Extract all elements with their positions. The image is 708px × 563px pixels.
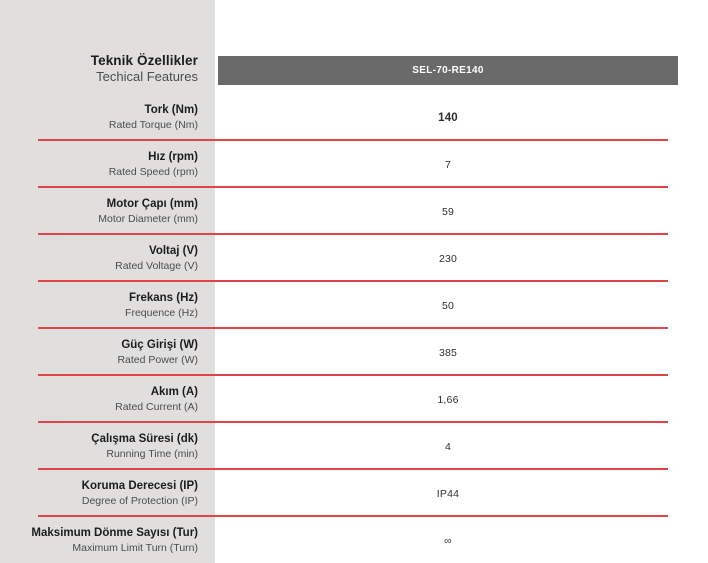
row-divider <box>38 515 668 517</box>
spec-label-english: Motor Diameter (mm) <box>98 213 198 225</box>
spec-label-turkish: Akım (A) <box>150 386 198 398</box>
spec-label-turkish: Tork (Nm) <box>144 104 198 116</box>
spec-row: Tork (Nm) Rated Torque (Nm) 140 <box>0 94 708 141</box>
row-divider <box>38 139 668 141</box>
spec-label-english: Rated Speed (rpm) <box>108 166 198 178</box>
model-header-bar: SEL-70-RE140 <box>218 56 678 85</box>
spec-row: Güç Girişi (W) Rated Power (W) 385 <box>0 329 708 376</box>
spec-label-english: Frequence (Hz) <box>125 307 198 319</box>
spec-label-english: Degree of Protection (IP) <box>81 495 198 507</box>
spec-label: Tork (Nm) Rated Torque (Nm) <box>0 94 198 141</box>
spec-label-turkish: Voltaj (V) <box>149 245 198 257</box>
spec-label-english: Rated Torque (Nm) <box>108 119 198 131</box>
spec-label-turkish: Maksimum Dönme Sayısı (Tur) <box>31 527 198 539</box>
spec-label: Motor Çapı (mm) Motor Diameter (mm) <box>0 188 198 235</box>
spec-label: Hız (rpm) Rated Speed (rpm) <box>0 141 198 188</box>
title-turkish: Teknik Özellikler <box>90 53 198 68</box>
spec-label-english: Running Time (min) <box>106 448 198 460</box>
spec-value: 50 <box>441 299 455 312</box>
spec-label: Voltaj (V) Rated Voltage (V) <box>0 235 198 282</box>
spec-label-turkish: Hız (rpm) <box>148 151 198 163</box>
row-divider <box>38 186 668 188</box>
spec-label: Çalışma Süresi (dk) Running Time (min) <box>0 423 198 470</box>
spec-row: Çalışma Süresi (dk) Running Time (min) 4 <box>0 423 708 470</box>
spec-value: 140 <box>438 111 458 124</box>
spec-value: 59 <box>441 205 455 218</box>
spec-label-turkish: Koruma Derecesi (IP) <box>81 480 198 492</box>
row-divider <box>38 468 668 470</box>
spec-label-turkish: Motor Çapı (mm) <box>106 198 198 210</box>
title-english: Techical Features <box>96 69 198 84</box>
row-divider <box>38 280 668 282</box>
spec-row: Maksimum Dönme Sayısı (Tur) Maximum Limi… <box>0 517 708 563</box>
spec-value: 4 <box>444 440 452 453</box>
spec-value: 385 <box>438 346 458 359</box>
spec-row: Hız (rpm) Rated Speed (rpm) 7 <box>0 141 708 188</box>
spec-rows: Tork (Nm) Rated Torque (Nm) 140 Hız (rpm… <box>0 94 708 563</box>
spec-value: IP44 <box>436 487 460 500</box>
spec-row: Voltaj (V) Rated Voltage (V) 230 <box>0 235 708 282</box>
spec-row: Koruma Derecesi (IP) Degree of Protectio… <box>0 470 708 517</box>
spec-label-english: Rated Current (A) <box>115 401 198 413</box>
spec-row: Motor Çapı (mm) Motor Diameter (mm) 59 <box>0 188 708 235</box>
spec-label: Koruma Derecesi (IP) Degree of Protectio… <box>0 470 198 517</box>
spec-label-english: Maximum Limit Turn (Turn) <box>72 542 198 554</box>
spec-value: 230 <box>438 252 458 265</box>
row-divider <box>38 327 668 329</box>
spec-label: Güç Girişi (W) Rated Power (W) <box>0 329 198 376</box>
spec-row: Akım (A) Rated Current (A) 1,66 <box>0 376 708 423</box>
spec-label: Maksimum Dönme Sayısı (Tur) Maximum Limi… <box>0 517 198 563</box>
spec-label-english: Rated Power (W) <box>117 354 198 366</box>
model-name: SEL-70-RE140 <box>412 65 484 76</box>
spec-label-turkish: Güç Girişi (W) <box>121 339 198 351</box>
row-divider <box>38 421 668 423</box>
spec-label-turkish: Çalışma Süresi (dk) <box>91 433 198 445</box>
row-divider <box>38 233 668 235</box>
row-divider <box>38 374 668 376</box>
spec-label-english: Rated Voltage (V) <box>115 260 198 272</box>
spec-value: ∞ <box>444 534 452 547</box>
spec-label: Akım (A) Rated Current (A) <box>0 376 198 423</box>
spec-label-turkish: Frekans (Hz) <box>128 292 198 304</box>
spec-value: 7 <box>444 158 452 171</box>
spec-value: 1,66 <box>437 393 459 406</box>
table-title: Teknik Özellikler Techical Features <box>0 53 198 84</box>
spec-label: Frekans (Hz) Frequence (Hz) <box>0 282 198 329</box>
spec-row: Frekans (Hz) Frequence (Hz) 50 <box>0 282 708 329</box>
